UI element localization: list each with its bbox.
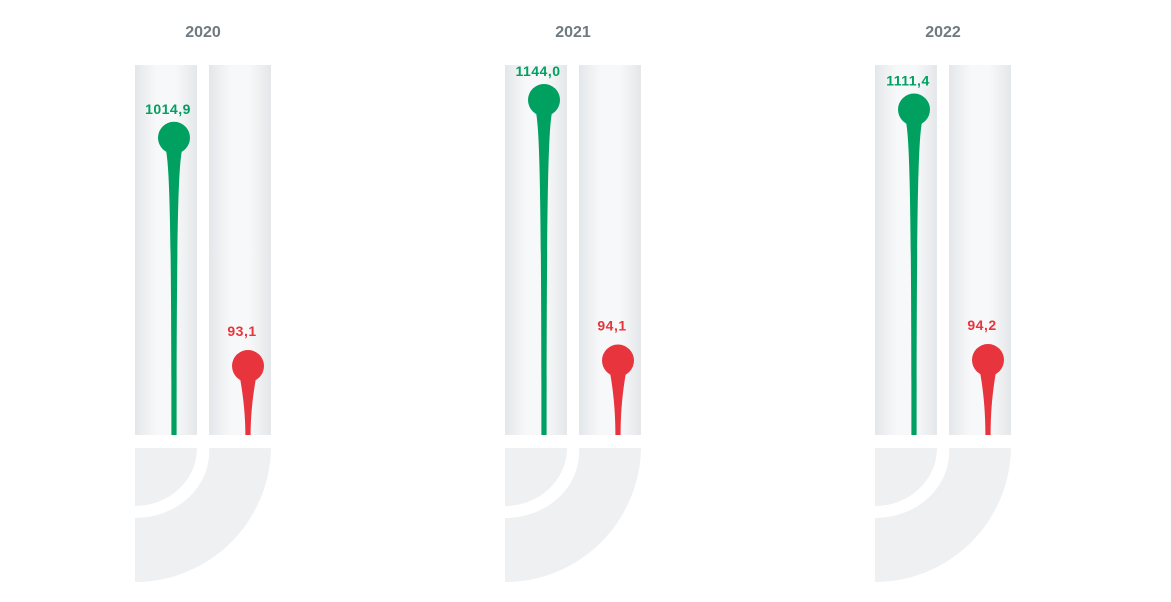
series2-marker-dot bbox=[972, 344, 1004, 376]
tube-left bbox=[135, 65, 197, 435]
series2-value-label: 94,1 bbox=[597, 318, 626, 334]
series1-marker-stem bbox=[905, 117, 923, 435]
series1-value-label: 1111,4 bbox=[886, 73, 930, 89]
year-label: 2020 bbox=[185, 24, 221, 41]
series1-marker-dot bbox=[528, 84, 560, 116]
series2-value-label: 93,1 bbox=[227, 323, 256, 339]
year-group-2022: 2022 1111,4 94,2 bbox=[875, 24, 1011, 582]
series1-marker-stem bbox=[165, 145, 183, 435]
pipe-inner bbox=[135, 448, 197, 506]
pipe-inner bbox=[875, 448, 937, 506]
year-label: 2021 bbox=[555, 24, 591, 41]
series2-marker-stem bbox=[239, 374, 257, 435]
year-group-2021: 2021 1144,0 94,1 bbox=[505, 24, 641, 582]
series1-marker-dot bbox=[158, 121, 190, 154]
series2-value-label: 94,2 bbox=[967, 317, 996, 333]
series1-value-label: 1014,9 bbox=[145, 101, 191, 117]
series2-marker-dot bbox=[232, 350, 264, 382]
tube-right bbox=[949, 65, 1011, 435]
tube-right bbox=[579, 65, 641, 435]
series1-marker-stem bbox=[535, 108, 553, 435]
year-label: 2022 bbox=[925, 24, 961, 41]
series2-marker-dot bbox=[602, 344, 634, 377]
series1-value-label: 1144,0 bbox=[515, 63, 560, 79]
pipe-inner bbox=[505, 448, 567, 506]
series2-marker-stem bbox=[609, 368, 627, 435]
series1-marker-dot bbox=[898, 93, 930, 126]
series2-marker-stem bbox=[979, 368, 997, 435]
year-group-2020: 2020 1014,9 93,1 bbox=[135, 24, 271, 582]
tube-left bbox=[505, 65, 567, 435]
tube-left bbox=[875, 65, 937, 435]
